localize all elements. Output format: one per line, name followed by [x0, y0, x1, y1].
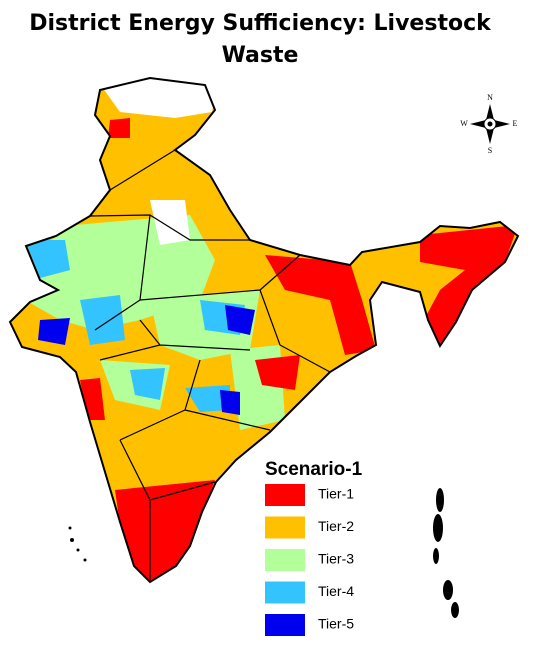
map-title: District Energy Sufficiency: Livestock W…: [29, 11, 491, 68]
legend-label: Tier-5: [318, 616, 354, 632]
legend-swatch: [265, 581, 305, 604]
compass-east: E: [513, 119, 518, 128]
islands: [68, 488, 459, 618]
compass-west: W: [460, 119, 468, 128]
legend-swatch: [265, 549, 305, 571]
legend-label: Tier-1: [318, 486, 354, 502]
compass: N S E W: [460, 93, 517, 155]
legend-label: Tier-4: [318, 583, 354, 599]
legend-label: Tier-2: [318, 518, 354, 534]
compass-north: N: [487, 93, 493, 102]
legend-swatch: [265, 516, 305, 539]
legend-title: Scenario-1: [265, 459, 363, 480]
compass-south: S: [488, 146, 492, 155]
legend-swatch: [265, 614, 305, 636]
legend: Tier-1 Tier-2 Tier-3 Tier-4 Tier-5: [265, 484, 354, 636]
legend-swatch: [265, 484, 305, 506]
legend-label: Tier-3: [318, 551, 354, 567]
state-borders: [89, 149, 331, 580]
